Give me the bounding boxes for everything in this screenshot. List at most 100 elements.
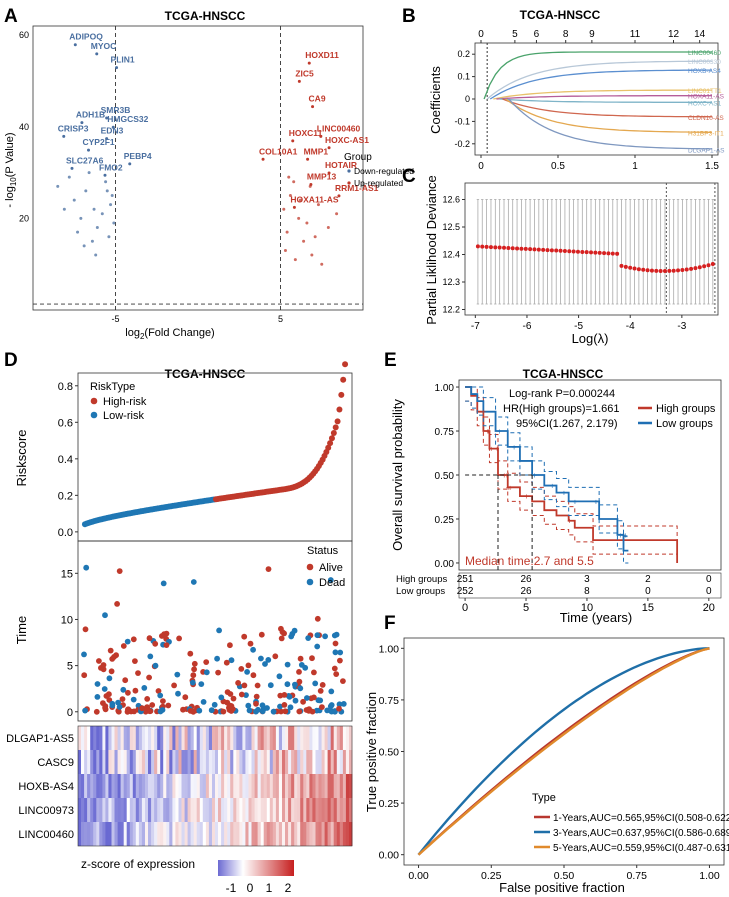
heatmap-cell — [215, 750, 219, 774]
heatmap-cell — [303, 726, 307, 750]
cv-mean-point — [623, 264, 628, 269]
time-point — [116, 568, 123, 574]
heatmap-cell — [333, 750, 338, 774]
time-point — [147, 708, 154, 715]
heatmap-cell — [138, 798, 143, 822]
heatmap-cell — [123, 750, 128, 774]
heatmap-cell — [148, 726, 152, 750]
time-point — [215, 669, 222, 676]
heatmap-cell — [278, 750, 283, 774]
heatmap-cell — [157, 726, 161, 750]
heatmap-cell — [196, 774, 201, 798]
heatmap-cell — [245, 774, 249, 798]
heatmap-cell — [300, 750, 304, 774]
volcano-gene-label-down: MYOC — [91, 41, 117, 51]
time-point — [258, 631, 265, 638]
time-point — [253, 693, 260, 700]
heatmap-cell — [87, 774, 91, 798]
cv-y-tick-label: 12.2 — [442, 305, 460, 315]
cv-mean-point — [493, 245, 498, 250]
km-y-label: Overall survival probability — [390, 399, 405, 551]
heatmap-cell — [175, 750, 179, 774]
colorbar-tick-label: 1 — [266, 881, 273, 895]
heatmap-cell — [315, 774, 319, 798]
time-point — [308, 695, 315, 702]
roc-y-label: True positive fraction — [364, 692, 379, 812]
heatmap-cell — [202, 726, 207, 750]
km-censor-mark: + — [486, 427, 491, 436]
heatmap-cell — [327, 750, 332, 774]
lasso-y-tick-label: 0 — [465, 94, 470, 104]
heatmap-cell — [315, 798, 319, 822]
km-censor-mark: + — [550, 482, 555, 491]
heatmap-cell — [272, 726, 277, 750]
volcano-gene-label-up: HOXD11 — [305, 50, 339, 60]
heatmap-cell — [205, 822, 210, 846]
heatmap-cell — [126, 750, 131, 774]
heatmap-cell — [87, 822, 91, 846]
heatmap-cell — [184, 798, 189, 822]
time-point — [247, 640, 254, 647]
time-point — [130, 696, 137, 703]
heatmap-cell — [309, 822, 313, 846]
km-censor-mark: + — [508, 483, 513, 492]
time-point — [115, 699, 121, 706]
heatmap-cell — [233, 798, 237, 822]
heatmap-gene-label: HOXB-AS4 — [18, 781, 74, 793]
heatmap-cell — [102, 822, 106, 846]
heatmap-cell — [336, 798, 341, 822]
roc-curve — [417, 647, 710, 856]
roc-y-tick-label: 0.25 — [379, 798, 400, 810]
heatmap-cell — [245, 798, 249, 822]
roc-x-tick-label: 0.75 — [627, 870, 648, 882]
heatmap-cell — [275, 774, 280, 798]
time-point — [120, 643, 127, 649]
heatmap-cell — [154, 726, 158, 750]
legend-alive-label: Alive — [319, 562, 343, 574]
volcano-point-down — [92, 207, 96, 211]
time-point — [119, 696, 126, 702]
risk-table-row-low-label: Low groups — [396, 586, 445, 597]
heatmap-cell — [306, 822, 310, 846]
heatmap-cell — [105, 774, 109, 798]
time-point — [267, 682, 274, 689]
cv-mean-point — [680, 268, 685, 273]
heatmap-cell — [202, 798, 207, 822]
heatmap-cell — [282, 822, 286, 846]
km-censor-mark: + — [621, 531, 626, 540]
time-point — [292, 697, 299, 704]
km-x-tick-label: 15 — [642, 602, 654, 614]
km-title: TCGA-HNSCC — [523, 367, 604, 381]
heatmap-cell — [282, 798, 286, 822]
heatmap-cell — [254, 822, 259, 846]
volcano-y-tick-label: 40 — [19, 122, 29, 132]
time-point — [265, 566, 272, 572]
riskscore-y-label: Riskscore — [14, 429, 29, 486]
cv-mean-point — [697, 265, 702, 270]
time-point — [120, 686, 127, 693]
volcano-point-down-labeled — [95, 52, 99, 56]
heatmap-cell — [205, 750, 210, 774]
cv-mean-point — [584, 250, 589, 255]
km-censor-mark: + — [512, 443, 517, 452]
time-point — [322, 633, 328, 640]
heatmap-cell — [300, 774, 304, 798]
heatmap-cell — [175, 774, 179, 798]
heatmap-cell — [145, 822, 149, 846]
heatmap-cell — [202, 822, 207, 846]
time-point — [227, 691, 234, 697]
heatmap-cell — [108, 798, 112, 822]
heatmap-cell — [221, 726, 225, 750]
cv-mean-point — [571, 249, 576, 254]
cv-mean-point — [610, 251, 615, 256]
heatmap-cell — [193, 750, 198, 774]
heatmap-cell — [126, 822, 131, 846]
time-point — [241, 633, 248, 640]
heatmap-cell — [263, 750, 268, 774]
volcano-point-up-labeled — [309, 182, 313, 186]
lasso-y-tick-label: 0.1 — [457, 72, 470, 82]
heatmap-cell — [160, 750, 164, 774]
heatmap-gene-label: LINC00460 — [18, 829, 74, 841]
legend-down-label: Down-regulated — [354, 166, 414, 176]
heatmap-cell — [221, 822, 225, 846]
